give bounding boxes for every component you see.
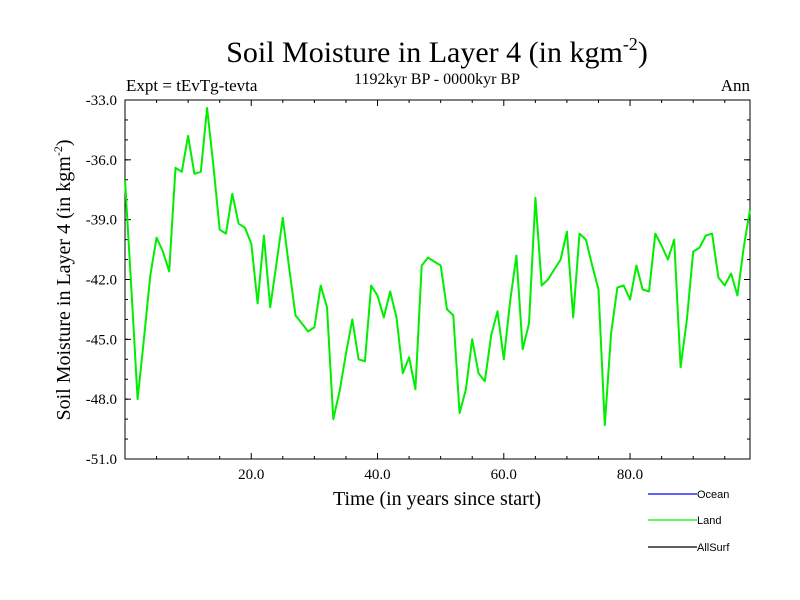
y-tick-label: -48.0 bbox=[86, 392, 117, 408]
legend-label-ocean: Ocean bbox=[697, 489, 729, 501]
legend-label-land: Land bbox=[697, 515, 721, 527]
x-tick-label: 80.0 bbox=[617, 467, 643, 483]
season-label: Ann bbox=[721, 76, 751, 95]
series-line-land bbox=[124, 107, 751, 427]
chart-title: Soil Moisture in Layer 4 (in kgm-2) bbox=[226, 34, 648, 69]
time-range-label: 1192kyr BP - 0000kyr BP bbox=[354, 71, 520, 88]
legend-label-allsurf: AllSurf bbox=[697, 542, 730, 554]
x-axis-label: Time (in years since start) bbox=[333, 488, 541, 510]
x-tick-label: 60.0 bbox=[491, 467, 517, 483]
y-tick-label: -51.0 bbox=[86, 452, 117, 468]
x-tick-label: 40.0 bbox=[364, 467, 390, 483]
plot-frame bbox=[124, 99, 751, 460]
x-tick-label: 20.0 bbox=[238, 467, 264, 483]
series-layer bbox=[124, 107, 751, 427]
y-axis-label: Soil Moisture in Layer 4 (in kgm-2) bbox=[51, 139, 75, 420]
x-axis-ticks: 20.0 40.0 60.0 80.0 bbox=[156, 100, 726, 483]
y-tick-label: -36.0 bbox=[86, 153, 117, 169]
y-tick-label: -42.0 bbox=[86, 273, 117, 289]
legend: Ocean Land AllSurf bbox=[648, 489, 730, 554]
y-tick-label: -39.0 bbox=[86, 213, 117, 229]
y-tick-label: -45.0 bbox=[86, 332, 117, 348]
experiment-label: Expt = tEvTg-tevta bbox=[126, 76, 258, 95]
y-tick-label: -33.0 bbox=[86, 93, 117, 109]
y-axis-ticks: -33.0 -36.0 -39.0 -42.0 -45.0 -48.0 -51.0 bbox=[86, 93, 750, 468]
